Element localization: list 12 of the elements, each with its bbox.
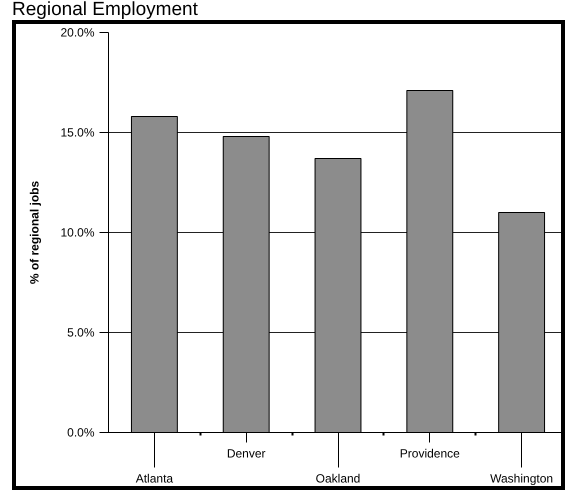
y-tick-label: 0.0%	[67, 426, 95, 440]
x-tick-label: Atlanta	[136, 472, 174, 486]
y-axis-title: % of regional jobs	[27, 180, 42, 284]
x-tick-label: Denver	[226, 446, 266, 460]
x-tick-label: Washington	[490, 472, 554, 486]
x-tick-label: Providence	[400, 446, 460, 460]
y-tick-label: 5.0%	[67, 326, 95, 340]
y-tick-label: 10.0%	[60, 226, 95, 240]
y-tick-label: 20.0%	[60, 26, 95, 40]
y-tick-label: 15.0%	[60, 126, 95, 140]
x-tick-label: Oakland	[316, 472, 360, 486]
chart-title: Regional Employment	[12, 0, 198, 20]
